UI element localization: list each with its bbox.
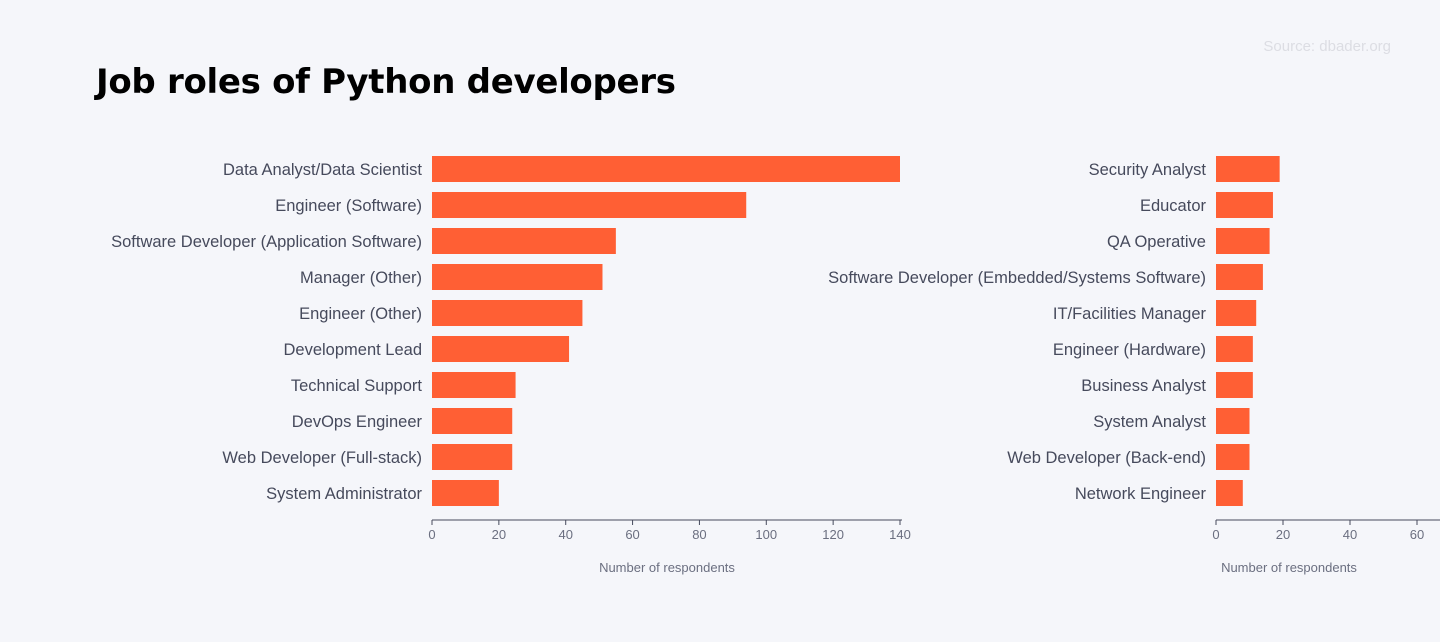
chart-1-tick-label-1: 0 xyxy=(428,527,435,542)
chart-2-category-label-9: Web Developer (Back-end) xyxy=(1007,449,1206,467)
chart-2-bar-4 xyxy=(1216,264,1263,290)
chart-1-tick-label-6: 100 xyxy=(755,527,777,542)
chart-1-tick-label-5: 80 xyxy=(692,527,706,542)
chart-2-bar-6 xyxy=(1216,336,1253,362)
chart-2-category-label-10: Network Engineer xyxy=(1075,485,1207,503)
chart-1-bar-1 xyxy=(432,156,900,182)
chart-1-category-label-5: Engineer (Other) xyxy=(299,305,422,323)
chart-1-tick-label-4: 60 xyxy=(625,527,639,542)
chart-2-bar-3 xyxy=(1216,228,1270,254)
chart-2-category-label-7: Business Analyst xyxy=(1081,377,1206,395)
chart-1-tick-label-7: 120 xyxy=(822,527,844,542)
chart-1-x-axis-label: Number of respondents xyxy=(599,560,735,575)
chart-2-bar-2 xyxy=(1216,192,1273,218)
chart-1-bar-9 xyxy=(432,444,513,470)
chart-1-bar-7 xyxy=(432,372,516,398)
chart-1-category-label-9: Web Developer (Full-stack) xyxy=(222,449,422,467)
chart-1-bar-3 xyxy=(432,228,616,254)
chart-1-category-label-7: Technical Support xyxy=(291,377,423,395)
chart-2-tick-label-4: 60 xyxy=(1410,527,1424,542)
chart-2-bar-5 xyxy=(1216,300,1257,326)
chart-1-tick-label-8: 140 xyxy=(889,527,911,542)
chart-2-category-label-6: Engineer (Hardware) xyxy=(1053,341,1206,359)
chart-2-category-label-2: Educator xyxy=(1140,197,1207,215)
chart-title: Job roles of Python developers xyxy=(96,62,676,102)
chart-2-tick-label-3: 40 xyxy=(1343,527,1357,542)
chart-1-category-label-10: System Administrator xyxy=(266,485,422,503)
chart-1-category-label-3: Software Developer (Application Software… xyxy=(111,233,422,251)
chart-1-bar-6 xyxy=(432,336,570,362)
chart-2-category-label-4: Software Developer (Embedded/Systems Sof… xyxy=(828,269,1206,287)
chart-2-bar-7 xyxy=(1216,372,1253,398)
chart-2-category-label-3: QA Operative xyxy=(1107,233,1206,251)
chart-1-tick-label-2: 20 xyxy=(492,527,506,542)
chart-1-tick-label-3: 40 xyxy=(558,527,572,542)
chart-1-bar-2 xyxy=(432,192,747,218)
chart-2-bar-10 xyxy=(1216,480,1243,506)
chart-1-category-label-6: Development Lead xyxy=(283,341,422,359)
chart-2-bar-8 xyxy=(1216,408,1250,434)
chart-1-bar-10 xyxy=(432,480,499,506)
chart-1-bar-5 xyxy=(432,300,583,326)
chart-1-bar-8 xyxy=(432,408,513,434)
chart-2-category-label-5: IT/Facilities Manager xyxy=(1053,305,1207,323)
chart-1-category-label-2: Engineer (Software) xyxy=(275,197,422,215)
chart-2-category-label-8: System Analyst xyxy=(1093,413,1206,431)
chart-1-category-label-8: DevOps Engineer xyxy=(292,413,423,431)
chart-1-category-label-4: Manager (Other) xyxy=(300,269,422,287)
chart-1-category-label-1: Data Analyst/Data Scientist xyxy=(223,161,422,179)
chart-2-bar-1 xyxy=(1216,156,1280,182)
chart-2-tick-label-1: 0 xyxy=(1212,527,1219,542)
chart-2-category-label-1: Security Analyst xyxy=(1089,161,1207,179)
chart-1-bar-4 xyxy=(432,264,603,290)
source-note: Source: dbader.org xyxy=(1263,38,1391,55)
chart-2-bar-9 xyxy=(1216,444,1250,470)
chart-2-tick-label-2: 20 xyxy=(1276,527,1290,542)
chart-2-x-axis-label: Number of respondents xyxy=(1221,560,1357,575)
